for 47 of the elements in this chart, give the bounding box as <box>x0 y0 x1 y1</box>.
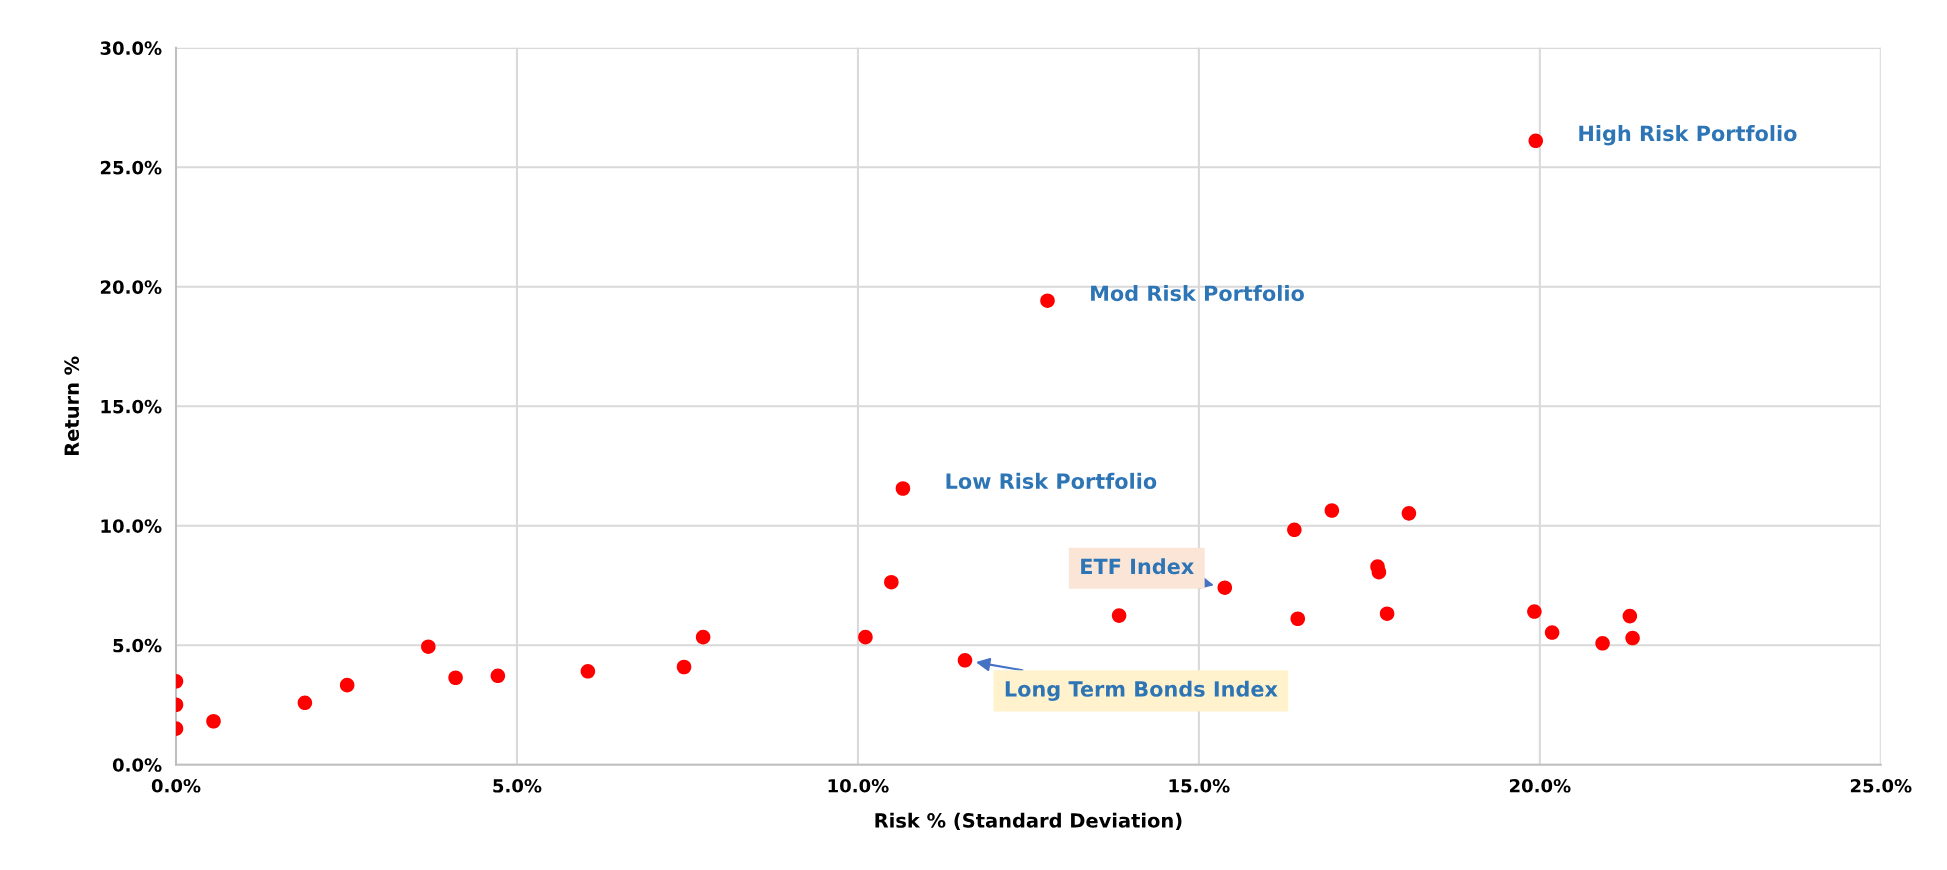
point <box>1287 522 1302 538</box>
point <box>1625 630 1640 646</box>
point <box>1401 506 1417 521</box>
point <box>1595 636 1610 651</box>
point <box>1622 608 1638 624</box>
y-tick-label: 30.0% <box>100 41 162 55</box>
point <box>1324 503 1340 518</box>
y-tick-label: 25.0% <box>100 160 162 175</box>
x-tick-label: 25.0% <box>1850 778 1912 793</box>
point <box>421 639 436 654</box>
point <box>695 629 711 645</box>
point <box>858 629 873 645</box>
annotation: Mod Risk Portfolio <box>1091 285 1304 302</box>
x-tick-label: 15.0% <box>1169 778 1230 793</box>
y-tick-label: 10.0% <box>101 519 162 533</box>
x-tick-label: 5.0% <box>493 778 542 793</box>
point <box>1217 580 1233 595</box>
point <box>1527 604 1542 619</box>
y-tick-label: 5.0% <box>113 638 162 653</box>
point <box>297 695 313 711</box>
x-tick-label: 10.0% <box>828 778 889 793</box>
point <box>339 677 355 693</box>
point <box>490 668 506 684</box>
annotation: High Risk Portfolio <box>1579 125 1797 146</box>
point <box>1111 608 1127 623</box>
y-tick-label: 0.0% <box>112 758 162 772</box>
annotation: ETF Index <box>1081 558 1194 575</box>
point <box>1544 625 1560 640</box>
point <box>1528 133 1544 149</box>
x-tick-label: 20.0% <box>1509 778 1571 793</box>
point <box>1290 611 1306 627</box>
point <box>1379 606 1395 621</box>
x-tick-label: 0.0% <box>151 778 201 793</box>
point <box>206 713 221 729</box>
y-tick-label: 15.0% <box>101 399 162 414</box>
point <box>1040 293 1055 308</box>
y-tick-label: 20.0% <box>100 280 162 294</box>
annotation: Low Risk Portfolio <box>946 472 1157 489</box>
point <box>884 574 899 590</box>
x-axis-title: Risk % (Standard Deviation) <box>875 812 1182 831</box>
annotation: Long Term Bonds Index <box>1005 680 1278 702</box>
point <box>957 653 973 668</box>
point <box>676 659 692 675</box>
point <box>580 664 596 679</box>
point <box>895 481 911 496</box>
point <box>448 670 463 686</box>
y-axis-title: Return % <box>64 356 80 455</box>
